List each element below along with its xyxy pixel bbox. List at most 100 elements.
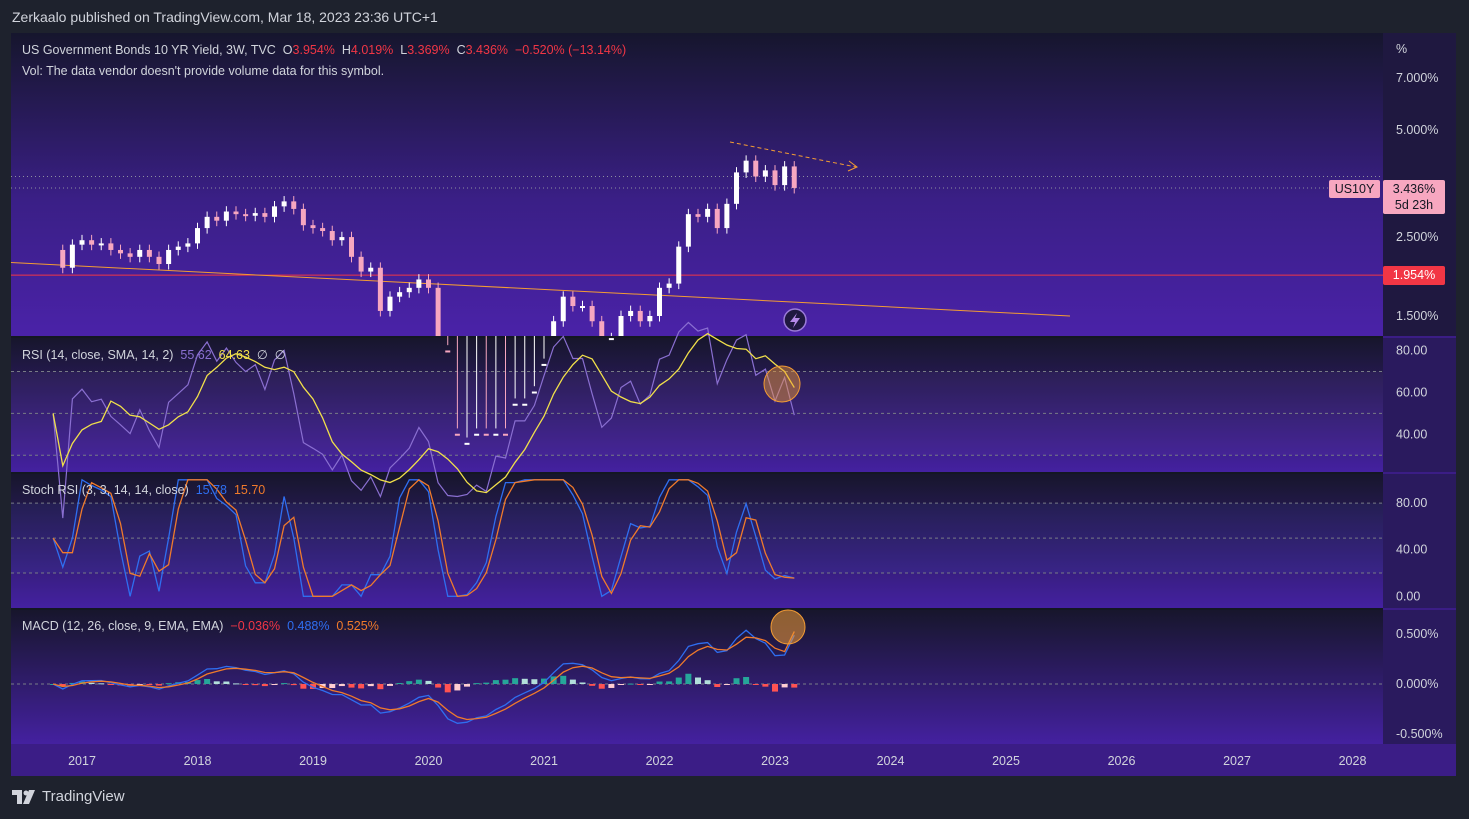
- signal-line: [52, 631, 795, 721]
- macd-histogram-bar: [685, 673, 692, 684]
- macd-histogram-bar: [444, 684, 451, 693]
- macd-histogram-bar: [300, 684, 307, 689]
- macd-legend: MACD (12, 26, close, 9, EMA, EMA) −0.036…: [22, 619, 379, 633]
- symbol-title: US Government Bonds 10 YR Yield, 3W, TVC: [22, 43, 276, 57]
- macd-label: MACD (12, 26, close, 9, EMA, EMA): [22, 619, 224, 633]
- macd-histogram-bar: [107, 684, 114, 685]
- price-axis-rsi: [1383, 338, 1456, 472]
- candle-body: [657, 287, 662, 316]
- macd-histogram-bar: [338, 684, 345, 687]
- candle-body: [320, 228, 326, 232]
- candle-body: [426, 279, 431, 288]
- rsi-line: [52, 321, 795, 519]
- high-label: H: [341, 43, 351, 57]
- candle-body: [79, 240, 85, 245]
- tradingview-logo[interactable]: TradingView: [12, 788, 125, 805]
- rsi-ma-line: [52, 332, 795, 494]
- macd-histogram-bar: [695, 677, 701, 684]
- last-price-value: 3.436%: [1392, 182, 1436, 196]
- candle-body: [570, 296, 576, 307]
- macd-hist-value: −0.036%: [230, 619, 281, 633]
- level-tag[interactable]: 1.954%: [1383, 266, 1445, 285]
- macd-histogram-bar: [165, 683, 172, 685]
- candle-body: [483, 433, 489, 436]
- macd-histogram-bar: [569, 679, 576, 684]
- macd-histogram-bar: [377, 684, 384, 690]
- main-legend: US Government Bonds 10 YR Yield, 3W, TVC…: [22, 43, 626, 57]
- candle-body: [406, 287, 412, 293]
- macd-signal-value: 0.525%: [336, 619, 379, 633]
- macd-histogram-bar: [156, 684, 162, 686]
- macd-histogram-bar: [310, 684, 316, 689]
- candle-body: [416, 279, 422, 288]
- macd-histogram-bar: [213, 681, 220, 684]
- macd-histogram-bar: [646, 684, 653, 685]
- candle-body: [454, 433, 460, 436]
- candle-body: [474, 433, 480, 436]
- macd-histogram-bar: [743, 677, 750, 684]
- candle-body: [291, 201, 297, 209]
- macd-histogram-bar: [579, 682, 586, 684]
- macd-histogram-bar: [233, 683, 239, 685]
- candle-body: [195, 228, 200, 244]
- arrow-head-icon: [847, 160, 858, 172]
- macd-histogram-bar: [348, 684, 355, 688]
- candles: [60, 155, 797, 445]
- time-axis-label: 2019: [299, 754, 327, 768]
- macd-histogram-bar: [281, 683, 288, 685]
- symbol-tag[interactable]: US10Y: [1329, 180, 1380, 198]
- close-label: C: [456, 43, 466, 57]
- rsi-axis-label: 40.00: [1396, 427, 1427, 441]
- last-price-tag[interactable]: 3.436% 5d 23h: [1383, 180, 1445, 214]
- trendline: [10, 262, 1071, 317]
- macd-histogram-bar: [560, 675, 567, 684]
- macd-histogram-bar: [598, 684, 605, 689]
- macd-histogram-bar: [464, 684, 470, 687]
- time-axis-label: 2028: [1339, 754, 1367, 768]
- macd-axis-label: 0.000%: [1396, 677, 1438, 691]
- stoch-k-line: [52, 478, 795, 598]
- price-axis-label: 2.500%: [1396, 230, 1438, 244]
- candle-body: [146, 249, 152, 257]
- macd-histogram-bar: [223, 681, 230, 684]
- macd-histogram-bar: [772, 684, 778, 692]
- candle-body: [551, 321, 557, 336]
- rsi-axis-label: 80.00: [1396, 344, 1427, 358]
- candle-body: [98, 243, 104, 246]
- macd-histogram-bar: [704, 680, 711, 684]
- volume-note: Vol: The data vendor doesn't provide vol…: [22, 64, 384, 78]
- candle-body: [695, 214, 701, 217]
- candle-body: [300, 208, 306, 226]
- time-axis-label: 2017: [68, 754, 96, 768]
- macd-histogram-bar: [637, 684, 644, 685]
- time-axis-label: 2023: [761, 754, 789, 768]
- time-axis-label: 2021: [530, 754, 558, 768]
- macd-histogram-bar: [194, 680, 201, 684]
- time-axis-label: 2022: [646, 754, 674, 768]
- rsi-ma-value: 64.63: [218, 348, 250, 362]
- candle-body: [637, 310, 643, 322]
- candle-body: [223, 211, 229, 221]
- macd-histogram-bar: [358, 684, 365, 689]
- open-value: 3.954%: [292, 43, 335, 57]
- time-axis[interactable]: [11, 744, 1456, 776]
- candle-body: [464, 442, 470, 445]
- macd-histogram-bar: [329, 684, 336, 689]
- candle-body: [762, 170, 768, 177]
- candle-body: [377, 267, 383, 311]
- time-axis-label: 2018: [184, 754, 212, 768]
- candle-body: [137, 249, 143, 257]
- macd-histogram-bar: [762, 684, 769, 687]
- macd-histogram-bar: [531, 679, 538, 684]
- candle-body: [204, 216, 210, 229]
- time-axis-label: 2027: [1223, 754, 1251, 768]
- change-value: −0.520% (−13.14%): [514, 43, 627, 57]
- candle-body: [685, 214, 691, 247]
- stoch-label: Stoch RSI (3, 3, 14, 14, close): [22, 483, 189, 497]
- candle-body: [214, 216, 220, 221]
- macd-histogram-bar: [271, 684, 278, 685]
- macd-highlight-circle: [770, 609, 806, 645]
- macd-histogram-bar: [204, 678, 211, 684]
- rsi-legend: RSI (14, close, SMA, 14, 2) 55.62 64.63 …: [22, 347, 286, 362]
